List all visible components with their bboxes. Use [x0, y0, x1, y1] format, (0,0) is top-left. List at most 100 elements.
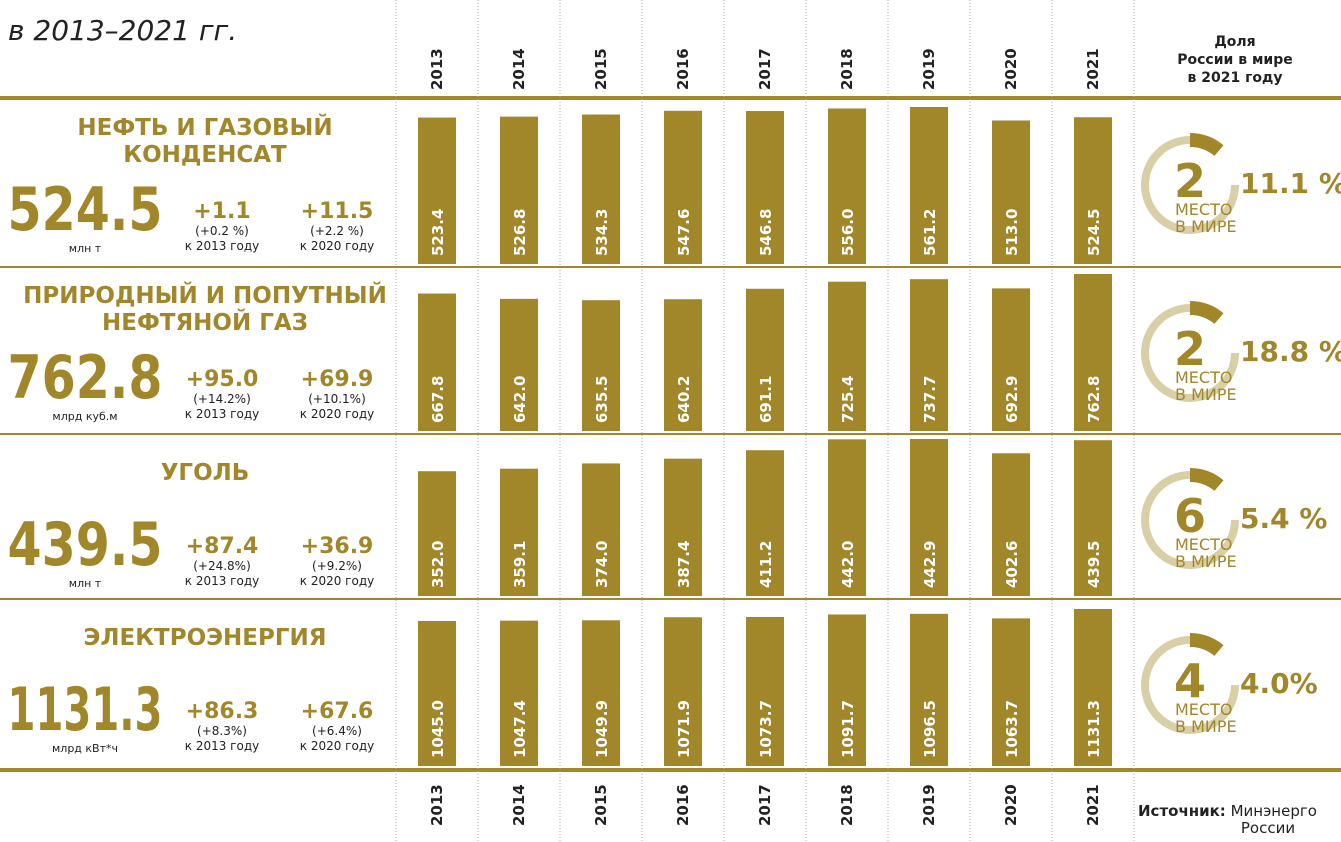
total-unit: млрд кВт*ч	[52, 742, 118, 755]
bar-value-label: 1047.4	[511, 700, 529, 758]
bar	[828, 614, 866, 766]
bar	[910, 613, 948, 766]
bar	[828, 108, 866, 264]
bar	[746, 111, 784, 265]
subtitle: в 2013–2021 гг.	[8, 14, 237, 47]
bar	[1074, 609, 1112, 766]
bar	[418, 620, 456, 766]
bar	[992, 288, 1030, 431]
year-label: 2021	[1084, 48, 1102, 90]
change-base: к 2020 году	[300, 739, 374, 753]
change-base: к 2013 году	[185, 239, 259, 253]
year-label: 2015	[592, 784, 610, 826]
section-title: КОНДЕНСАТ	[123, 142, 287, 168]
rank-label: МЕСТО	[1175, 200, 1232, 219]
change-value: +67.6	[301, 699, 374, 724]
bar-value-label: 546.8	[757, 209, 775, 256]
total-unit: млрд куб.м	[52, 410, 117, 423]
bar	[992, 453, 1030, 596]
bar-value-label: 411.2	[757, 541, 775, 588]
bar	[1074, 440, 1112, 596]
year-label: 2019	[920, 48, 938, 90]
share-value: 5.4 %	[1240, 502, 1327, 535]
bar-value-label: 737.7	[921, 376, 939, 423]
year-label: 2014	[510, 48, 528, 90]
bar	[910, 107, 948, 264]
rank-label: В МИРЕ	[1175, 385, 1237, 404]
bar	[500, 298, 538, 431]
bar-value-label: 556.0	[839, 209, 857, 256]
source-name: России	[1241, 819, 1295, 837]
share-header: в 2021 году	[1188, 70, 1283, 86]
bar-value-label: 1096.5	[921, 700, 939, 758]
bar	[746, 616, 784, 766]
year-label: 2020	[1002, 48, 1020, 90]
bar-value-label: 640.2	[675, 376, 693, 423]
bar	[910, 439, 948, 596]
gauge-track	[1141, 471, 1239, 569]
rank-value: 2	[1174, 322, 1206, 376]
bar	[664, 110, 702, 264]
bar-value-label: 442.9	[921, 541, 939, 588]
year-label: 2013	[428, 784, 446, 826]
source: Источник: Минэнерго	[1138, 802, 1317, 820]
year-label: 2019	[920, 784, 938, 826]
year-label: 2018	[838, 48, 856, 90]
change-base: к 2013 году	[185, 407, 259, 421]
bar	[664, 458, 702, 596]
change-base: к 2020 году	[300, 407, 374, 421]
bar	[992, 120, 1030, 265]
gauge-segment	[1189, 468, 1224, 492]
section-title: ЭЛЕКТРОЭНЕРГИЯ	[84, 625, 327, 651]
total-value: 524.5	[8, 175, 163, 245]
year-label: 2017	[756, 784, 774, 826]
bar	[828, 439, 866, 596]
bar-value-label: 402.6	[1003, 541, 1021, 588]
change-percent: (+8.3%)	[197, 724, 247, 738]
total-unit: млн т	[69, 577, 102, 590]
change-percent: (+6.4%)	[312, 724, 362, 738]
bar	[500, 620, 538, 766]
total-unit: млн т	[69, 242, 102, 255]
gauge-segment	[1189, 301, 1224, 325]
rank-label: В МИРЕ	[1175, 717, 1237, 736]
rank-value: 2	[1174, 154, 1206, 208]
bar	[418, 293, 456, 431]
bar-value-label: 513.0	[1003, 209, 1021, 256]
bar	[500, 116, 538, 265]
year-label: 2013	[428, 48, 446, 90]
change-value: +86.3	[186, 699, 259, 724]
header-rule	[0, 96, 1341, 100]
year-label: 2016	[674, 48, 692, 90]
total-value: 1131.3	[8, 675, 163, 745]
bar	[1074, 117, 1112, 264]
bar-value-label: 524.5	[1085, 209, 1103, 256]
bar-value-label: 352.0	[429, 541, 447, 588]
bar-value-label: 526.8	[511, 209, 529, 256]
change-base: к 2020 году	[300, 574, 374, 588]
bar-value-label: 439.5	[1085, 541, 1103, 588]
change-value: +11.5	[301, 199, 374, 224]
change-base: к 2020 году	[300, 239, 374, 253]
change-value: +36.9	[301, 534, 374, 559]
year-label: 2017	[756, 48, 774, 90]
year-label: 2014	[510, 784, 528, 826]
bar	[992, 618, 1030, 766]
share-value: 4.0%	[1240, 667, 1318, 700]
year-label: 2021	[1084, 784, 1102, 826]
bar	[418, 471, 456, 596]
change-value: +69.9	[301, 367, 374, 392]
total-value: 439.5	[8, 510, 163, 580]
bar	[828, 281, 866, 431]
bar-value-label: 359.1	[511, 541, 529, 588]
rank-label: В МИРЕ	[1175, 217, 1237, 236]
change-percent: (+0.2 %)	[195, 224, 249, 238]
gauge-track	[1141, 636, 1239, 734]
bar-value-label: 561.2	[921, 209, 939, 256]
bar-value-label: 642.0	[511, 376, 529, 423]
bar-value-label: 1071.9	[675, 700, 693, 758]
year-label: 2016	[674, 784, 692, 826]
source-name: Минэнерго	[1231, 802, 1317, 820]
share-value: 18.8 %	[1240, 335, 1341, 368]
